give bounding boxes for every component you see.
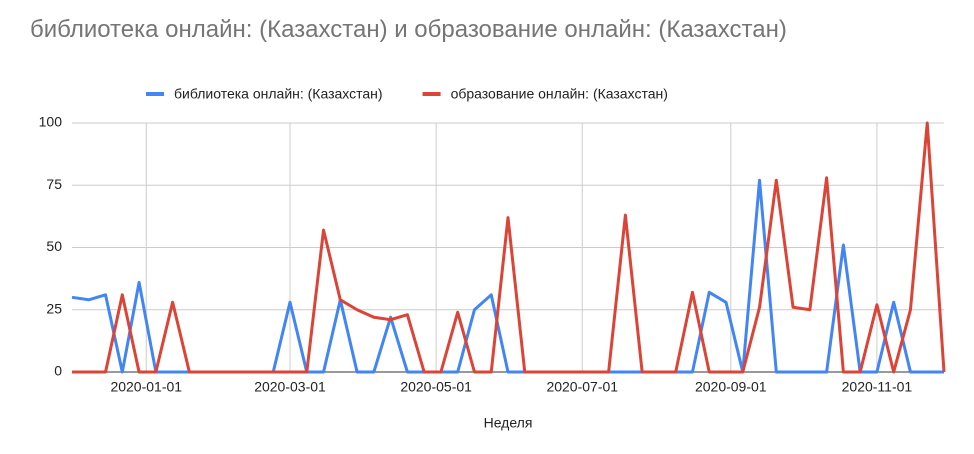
x-axis-label: Неделя <box>484 415 533 431</box>
y-tick-label: 25 <box>46 300 62 316</box>
y-tick-label: 50 <box>46 238 62 254</box>
legend-label: образование онлайн: (Казахстан) <box>451 86 668 102</box>
y-tick-label: 0 <box>54 363 62 379</box>
x-tick-label: 2020-09-01 <box>695 379 767 395</box>
x-tick-label: 2020-05-01 <box>400 379 472 395</box>
x-tick-label: 2020-11-01 <box>842 379 913 395</box>
x-tick-label: 2020-07-01 <box>546 379 618 395</box>
y-tick-label: 75 <box>46 176 62 192</box>
x-tick-label: 2020-03-01 <box>254 379 326 395</box>
chart-title: библиотека онлайн: (Казахстан) и образов… <box>30 16 787 43</box>
series-line <box>72 121 946 374</box>
x-tick-label: 2020-01-01 <box>110 379 182 395</box>
legend-label: библиотека онлайн: (Казахстан) <box>174 86 383 102</box>
y-tick-label: 100 <box>39 114 63 130</box>
